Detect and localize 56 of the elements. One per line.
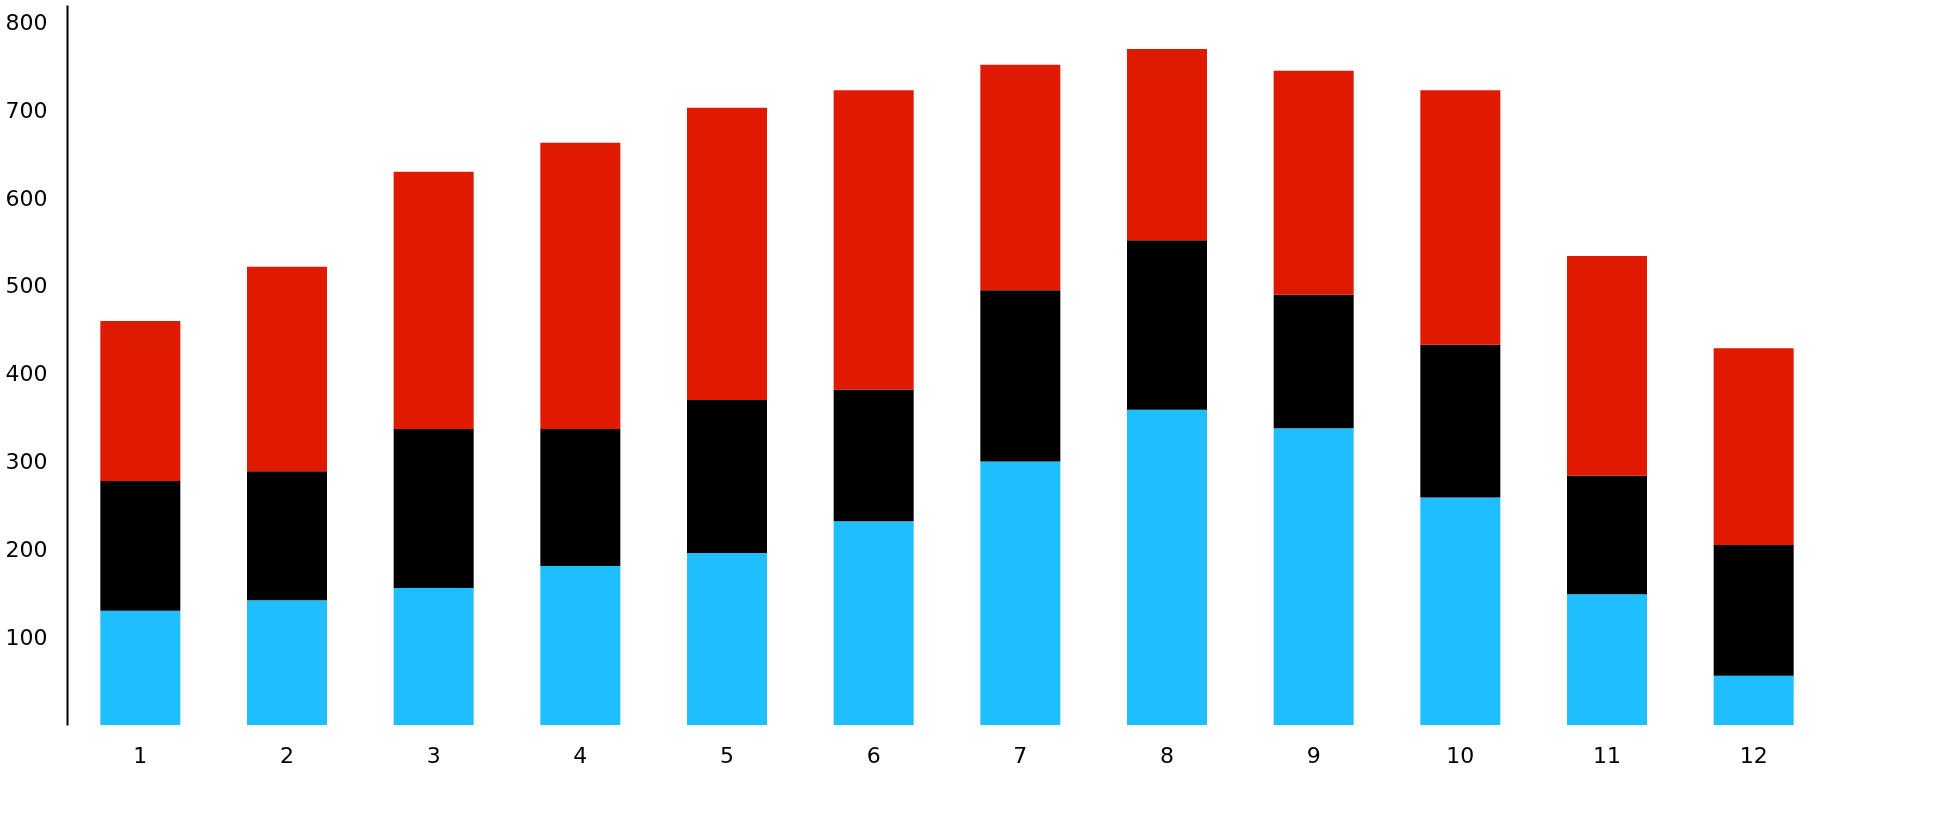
bar: [247, 600, 327, 725]
bar: [540, 142, 621, 430]
x-tick-label: 7: [1013, 742, 1028, 768]
bar: [833, 90, 914, 390]
bar: [100, 480, 181, 611]
x-tick-label: 10: [1446, 742, 1475, 768]
bar: [833, 521, 914, 725]
x-tick-label: 8: [1160, 742, 1174, 768]
bar: [540, 566, 621, 725]
x-tick-label: 1: [133, 742, 148, 768]
x-tick-label: 4: [573, 742, 588, 768]
bar: [1273, 428, 1354, 725]
bar: [100, 321, 181, 481]
bar: [540, 429, 621, 567]
y-tick-label: 600: [5, 185, 48, 211]
y-tick-label: 800: [5, 10, 48, 36]
bar: [1127, 240, 1207, 410]
bar: [1127, 409, 1207, 725]
x-tick-label: 2: [280, 742, 294, 768]
bar: [980, 64, 1061, 291]
x-tick-label: 6: [866, 742, 881, 768]
bar: [1567, 256, 1647, 476]
x-tick-label: 11: [1593, 742, 1621, 768]
y-tick-label: 400: [5, 361, 48, 387]
y-tick-label: 100: [5, 624, 48, 650]
bar: [1127, 48, 1207, 241]
bar: [1713, 545, 1794, 676]
bar: [393, 171, 474, 430]
y-tick-label: 700: [5, 97, 48, 123]
bar: [687, 400, 767, 553]
bar: [1713, 348, 1794, 545]
bar: [980, 461, 1061, 725]
bar: [393, 588, 474, 725]
bar: [247, 266, 327, 472]
y-tick-label: 200: [5, 536, 48, 562]
bar: [980, 290, 1061, 462]
bar: [1420, 344, 1501, 498]
bar: [100, 610, 181, 725]
bar: [833, 389, 914, 522]
bar: [687, 107, 767, 401]
bar: [1420, 90, 1501, 345]
y-tick-label: 500: [5, 273, 48, 299]
bar: [1567, 594, 1647, 725]
bar: [393, 429, 474, 589]
bar: [1273, 294, 1354, 429]
bar: [1420, 497, 1501, 725]
x-tick-label: 3: [426, 742, 441, 768]
x-tick-label: 12: [1739, 742, 1768, 768]
bar: [1273, 70, 1354, 295]
x-tick-label: 9: [1306, 742, 1321, 768]
bar: [247, 471, 327, 601]
bar: [687, 552, 767, 725]
y-tick-label: 300: [5, 449, 48, 475]
bar: [1713, 675, 1794, 725]
bar: [1567, 475, 1647, 595]
x-tick-label: 5: [720, 742, 734, 768]
